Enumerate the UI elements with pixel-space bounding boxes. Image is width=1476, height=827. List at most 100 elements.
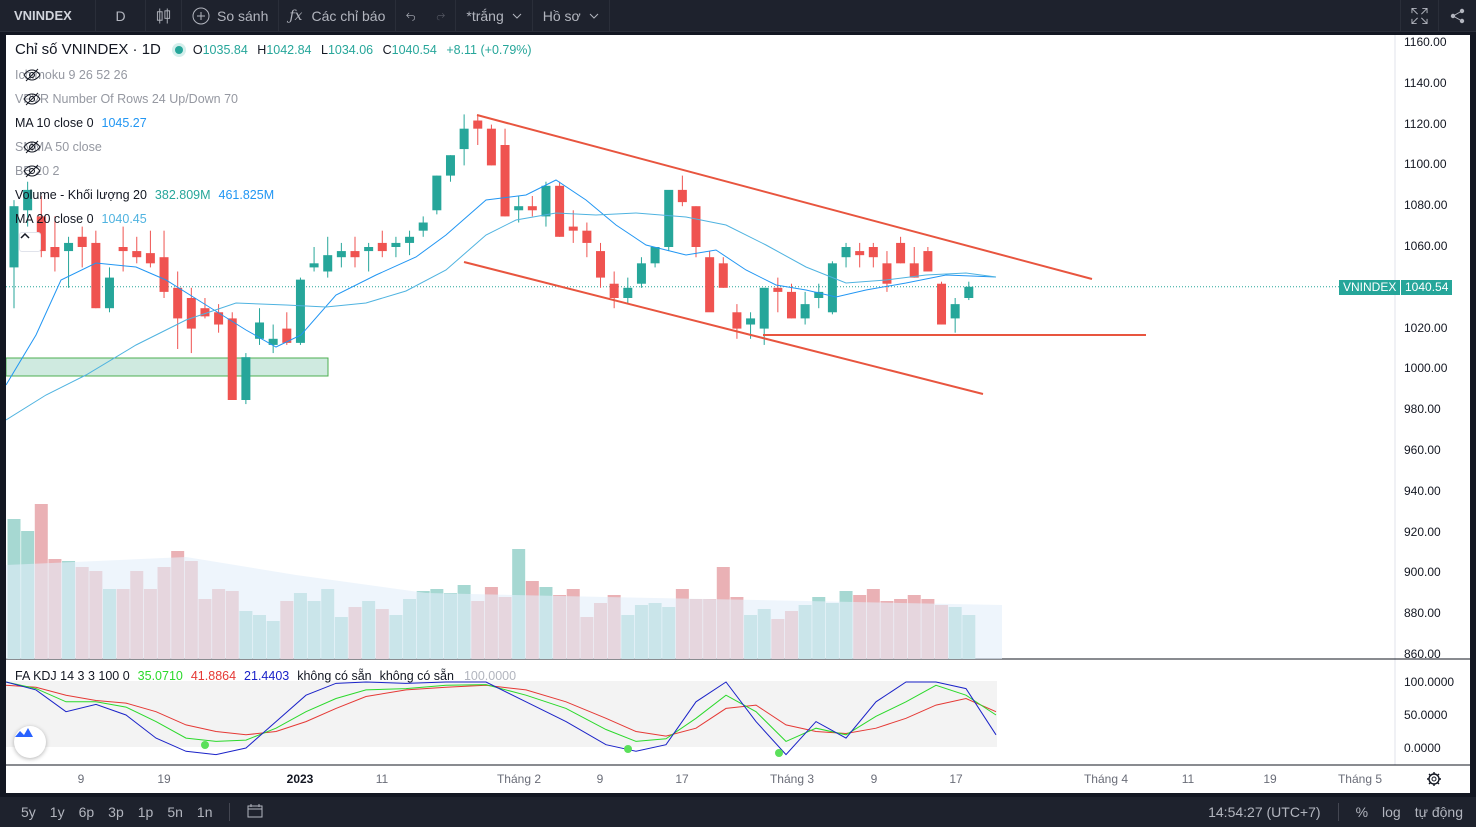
kdj-scale-0: 0.0000 (1404, 741, 1441, 755)
interval-button[interactable]: D (96, 0, 146, 32)
compare-label: So sánh (217, 7, 269, 24)
redo-button[interactable] (426, 0, 457, 32)
legend-collapse-button[interactable] (19, 232, 41, 252)
price-tick: 1140.00 (1404, 75, 1447, 90)
candle-body (964, 286, 974, 298)
profile-menu-button[interactable]: Hồ sơ (533, 0, 610, 32)
logo-icon (15, 728, 33, 737)
time-tick: 2023 (286, 772, 314, 786)
price-tick: 1160.00 (1404, 35, 1447, 49)
range-1d-button[interactable]: 1n (196, 804, 213, 820)
compare-button[interactable]: So sánh (182, 0, 280, 32)
last-price-symbol-label: VNINDEX (1339, 280, 1401, 295)
symbol-search-button[interactable]: VNINDEX (0, 0, 96, 32)
undo-button[interactable] (396, 0, 426, 32)
candle-body (9, 206, 19, 268)
divider (229, 803, 231, 821)
kdj-na-2: không có sẵn (379, 669, 454, 683)
kdj-level-value: 100.0000 (463, 669, 517, 683)
chart-canvas[interactable] (6, 35, 1470, 793)
eye-hidden-icon[interactable] (23, 92, 41, 106)
settings-gear-icon[interactable] (1426, 771, 1442, 787)
candle-body (268, 338, 278, 345)
range-1y-button[interactable]: 1y (49, 804, 65, 820)
kdj-d-line (6, 684, 997, 737)
range-5d-button[interactable]: 5n (167, 804, 183, 820)
share-button[interactable] (1438, 0, 1476, 32)
kdj-scale-100: 100.0000 (1404, 675, 1455, 689)
legend-ichimoku[interactable]: Ichimoku 9 26 52 26 (15, 68, 128, 82)
candle-body (405, 236, 415, 243)
bottom-toolbar: 5y 1y 6p 3p 1p 5n 1n 14:54:27 (UTC+7) % … (0, 797, 1476, 827)
candle-body (855, 251, 865, 256)
clock[interactable]: 14:54:27 (UTC+7) (1208, 804, 1321, 820)
candle-body (923, 251, 933, 272)
candle-body (323, 255, 333, 272)
candle-body (186, 298, 196, 329)
market-status-dot (174, 45, 183, 54)
chart-style-button[interactable] (146, 0, 182, 32)
time-tick: Tháng 2 (496, 772, 542, 786)
tradingview-logo-button[interactable] (14, 726, 46, 758)
percent-toggle[interactable]: % (1355, 804, 1369, 820)
eye-hidden-icon[interactable] (23, 140, 41, 154)
chevron-up-icon (20, 233, 30, 239)
share-icon (1450, 8, 1464, 23)
range-3m-button[interactable]: 3p (108, 804, 124, 820)
candle-body (432, 175, 442, 211)
price-tick: 880.00 (1404, 606, 1441, 621)
fx-icon: ƒx (289, 7, 303, 24)
candle-body (336, 251, 346, 258)
candle-body (841, 247, 851, 258)
candle-body (91, 242, 101, 309)
candle-body (732, 312, 742, 329)
candle-body (746, 318, 756, 325)
plus-circle-icon (192, 7, 210, 24)
upper-channel-line (476, 114, 1093, 280)
price-tick: 960.00 (1404, 443, 1441, 457)
legend-ma10[interactable]: MA 10 close 0 1045.27 (15, 116, 147, 130)
kdj-name: FA KDJ 14 3 3 100 0 (15, 669, 130, 683)
candle-body (937, 283, 947, 325)
divider (1337, 803, 1339, 821)
price-tick: 940.00 (1404, 483, 1441, 498)
legend-vpvr[interactable]: VPVR Number Of Rows 24 Up/Down 70 (15, 92, 239, 106)
layout-menu-button[interactable]: *trắng (456, 0, 533, 32)
log-toggle[interactable]: log (1382, 804, 1401, 820)
chart-panel[interactable]: Chỉ số VNINDEX · 1D O1035.84 H1042.84 L1… (6, 35, 1470, 793)
legend-volume[interactable]: Volume - Khối lượng 20 382.809M 461.825M (15, 188, 275, 202)
series-title[interactable]: Chỉ số VNINDEX · 1D (15, 41, 161, 58)
candle-body (568, 226, 578, 231)
time-tick: 9 (77, 772, 85, 786)
indicators-button[interactable]: ƒx Các chỉ báo (279, 0, 397, 32)
eye-hidden-icon[interactable] (23, 68, 41, 82)
goto-date-button[interactable] (240, 803, 270, 821)
candle-body (896, 242, 906, 264)
time-tick: 9 (596, 772, 604, 786)
candle-body (705, 257, 715, 313)
candle-body (950, 304, 960, 319)
candle-body (295, 279, 305, 343)
candle-body (541, 185, 551, 217)
candle-body (582, 230, 592, 243)
time-tick: Tháng 4 (1083, 772, 1129, 786)
auto-scale-toggle[interactable]: tự động (1414, 804, 1463, 820)
candle-body (391, 242, 401, 247)
legend-smma50[interactable]: SMMA 50 close (15, 140, 102, 154)
kdj-scale-50: 50.0000 (1404, 708, 1448, 722)
kdj-legend[interactable]: FA KDJ 14 3 3 100 0 35.0710 41.8864 21.4… (15, 669, 524, 683)
range-6m-button[interactable]: 6p (78, 804, 95, 820)
range-1m-button[interactable]: 1p (137, 804, 154, 820)
range-5y-button[interactable]: 5y (21, 804, 36, 820)
candle-body (486, 128, 496, 166)
price-tick: 1120.00 (1404, 116, 1447, 131)
candle-body (786, 291, 796, 319)
last-price-label: 1040.54 (1401, 280, 1453, 295)
candle-body (868, 247, 878, 258)
legend-bb[interactable]: BB 20 2 (15, 164, 60, 178)
ma20-line (6, 212, 997, 421)
legend-ma20[interactable]: MA 20 close 0 1040.45 (15, 212, 147, 226)
eye-hidden-icon[interactable] (23, 164, 41, 178)
fullscreen-button[interactable] (1400, 0, 1438, 32)
